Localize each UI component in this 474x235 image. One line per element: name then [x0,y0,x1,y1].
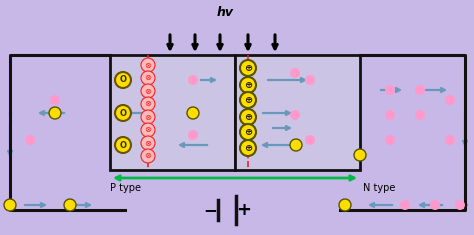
Circle shape [187,107,199,119]
Text: O: O [119,75,127,85]
Circle shape [290,68,300,78]
Text: ⊗: ⊗ [145,99,152,109]
Bar [110,55,235,170]
Bar [235,55,360,170]
Circle shape [455,200,465,210]
Circle shape [141,97,155,111]
Text: ⊗: ⊗ [145,125,152,134]
Circle shape [64,199,76,211]
Text: hv: hv [217,5,234,19]
Text: P type: P type [110,183,141,193]
Circle shape [415,85,425,95]
Circle shape [240,140,256,156]
Circle shape [240,60,256,76]
Circle shape [141,136,155,150]
Circle shape [141,149,155,163]
Circle shape [415,110,425,120]
Text: ⊗: ⊗ [145,138,152,148]
Circle shape [4,199,16,211]
Circle shape [25,135,35,145]
Circle shape [188,75,198,85]
Text: O: O [119,109,127,118]
Text: ⊗: ⊗ [145,152,152,161]
Circle shape [50,95,60,105]
Circle shape [445,95,455,105]
Circle shape [141,123,155,137]
Text: −: − [203,201,217,219]
Text: ⊕: ⊕ [244,80,252,90]
Circle shape [240,92,256,108]
Circle shape [115,137,131,153]
Circle shape [385,135,395,145]
Circle shape [188,130,198,140]
Circle shape [141,58,155,72]
Text: O: O [119,141,127,149]
Text: ⊗: ⊗ [145,60,152,70]
Circle shape [115,105,131,121]
Circle shape [430,200,440,210]
Circle shape [240,109,256,125]
Circle shape [339,199,351,211]
Circle shape [385,85,395,95]
Circle shape [400,200,410,210]
Circle shape [49,107,61,119]
Text: +: + [237,201,252,219]
Circle shape [354,149,366,161]
Circle shape [290,139,302,151]
Circle shape [141,71,155,85]
Circle shape [240,124,256,140]
Text: ⊕: ⊕ [244,143,252,153]
Text: ⊕: ⊕ [244,127,252,137]
Text: ⊕: ⊕ [244,95,252,105]
Circle shape [305,135,315,145]
Circle shape [445,135,455,145]
Text: ⊗: ⊗ [145,74,152,82]
Circle shape [141,110,155,124]
Circle shape [240,77,256,93]
Text: ⊗: ⊗ [145,113,152,121]
Text: ⊗: ⊗ [145,86,152,95]
Text: N type: N type [363,183,395,193]
Circle shape [385,110,395,120]
Circle shape [290,110,300,120]
Circle shape [115,72,131,88]
Circle shape [141,84,155,98]
Circle shape [305,75,315,85]
Text: ⊕: ⊕ [244,63,252,73]
Circle shape [340,200,350,210]
Text: ⊕: ⊕ [244,112,252,122]
